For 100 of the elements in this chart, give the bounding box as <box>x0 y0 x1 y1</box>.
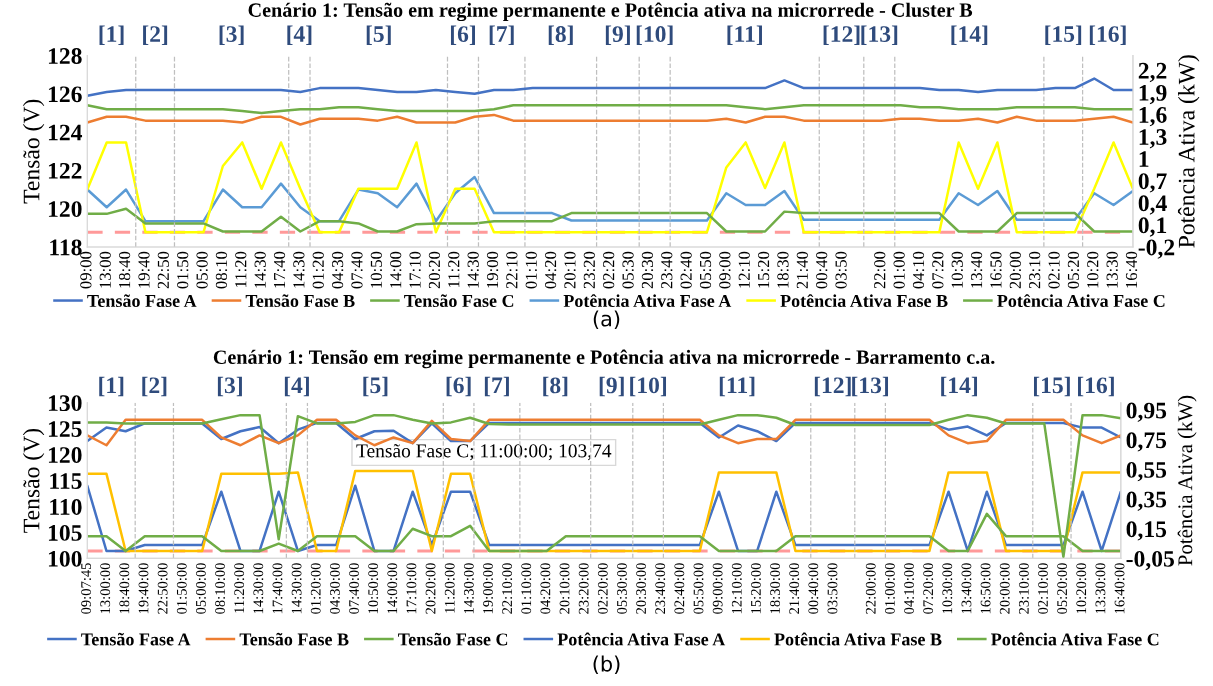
text: [7] <box>484 376 509 397</box>
x-tick-label: 18:30 <box>777 251 789 288</box>
y-tick-label: 105 <box>48 524 82 541</box>
y2-tick-label: 0,1 <box>1138 217 1167 237</box>
x-tick-label: 14:30:00 <box>463 563 474 614</box>
text: [4] <box>287 25 312 45</box>
x-tick-label: 22:10 <box>506 251 518 289</box>
text: [5] <box>366 25 391 45</box>
x-tick-label: 19:00 <box>486 251 499 288</box>
y-axis-title: Tensão (V) <box>22 99 45 204</box>
x-tick-label: 20:00:00 <box>999 563 1010 614</box>
y-tick-label: 122 <box>48 162 82 179</box>
text: [15] <box>1034 376 1070 397</box>
x-tick-label: 04:30 <box>331 251 344 289</box>
y-axis-title: Tensão (V) <box>22 428 45 533</box>
y-tick-label: 120 <box>48 201 82 218</box>
x-tick-label: 09:07:45 <box>81 563 92 614</box>
x-tick-label: 04:20 <box>544 251 557 289</box>
x-tick-label: 01:00:00 <box>884 563 895 614</box>
x-tick-label: 05:20 <box>1067 251 1080 289</box>
y-tick-label: 115 <box>50 473 82 489</box>
x-tick-label: 22:00 <box>874 251 886 289</box>
x-tick-label: 07:20 <box>932 251 944 289</box>
x-tick-label: 01:50:00 <box>176 563 187 614</box>
text: [13] <box>861 25 898 45</box>
y2-tick-label: 0,15 <box>1126 521 1167 541</box>
x-tick-label: 01:20 <box>312 251 324 289</box>
x-tick-label: 01:00 <box>893 251 905 289</box>
x-tick-label: 21:40 <box>796 251 809 289</box>
x-tick-label: 11:20 <box>448 251 460 287</box>
text: [12] <box>814 376 851 397</box>
y2-tick-label: 1 <box>1139 151 1149 167</box>
x-tick-label: 10:20:00 <box>1076 563 1087 614</box>
line-series <box>87 207 1133 233</box>
x-tick-label: 05:20:00 <box>1057 563 1068 614</box>
y-tick-label: 110 <box>50 498 82 515</box>
x-tick-label: 20:30 <box>641 251 654 289</box>
x-tick-label: 02:20 <box>603 251 615 289</box>
y-tick-label: 100 <box>48 550 82 567</box>
x-tick-label: 15:20:00 <box>750 563 761 614</box>
text: [5] <box>363 376 388 397</box>
x-tick-label: 17:40 <box>273 251 286 288</box>
x-tick-label: 18:30:00 <box>770 563 781 614</box>
x-tick-label: 12:10:00 <box>731 563 742 614</box>
text: [1] <box>99 25 124 45</box>
x-tick-label: 20:20 <box>428 251 441 289</box>
legend-label: Tensão Fase A <box>87 294 197 308</box>
x-tick-label: 14:30 <box>467 251 479 288</box>
legend-label: Potência Ativa Fase C <box>991 632 1159 646</box>
x-tick-label: 04:10:00 <box>904 563 914 614</box>
x-tick-label: 07:40:00 <box>349 563 359 614</box>
x-tick-label: 05:50:00 <box>693 563 704 614</box>
x-tick-label: 18:40:00 <box>119 563 130 614</box>
x-tick-label: 09:00 <box>719 251 731 289</box>
x-tick-label: 02:40:00 <box>674 563 685 614</box>
x-tick-label: 11:20 <box>235 251 247 287</box>
y2-tick-label: 0,95 <box>1126 402 1167 422</box>
line-series <box>87 77 1133 98</box>
legend-label: Tensão Fase B <box>245 294 355 308</box>
chart-title: Cenário 1: Tensão em regime permanente e Potência ativa na microrrede - Barramento c.a. <box>213 349 995 369</box>
x-tick-label: 01:20:00 <box>310 563 321 614</box>
legend-label: Potência Ativa Fase A <box>557 632 726 646</box>
text: [7] <box>489 25 514 45</box>
text: [11] <box>727 25 762 45</box>
y2-tick-label: 1,3 <box>1139 129 1167 149</box>
legend-label: Tensão Fase C <box>398 632 508 646</box>
x-tick-label: 23:10 <box>1029 251 1041 289</box>
x-tick-label: 23:10:00 <box>1018 563 1029 614</box>
x-tick-label: 22:50:00 <box>157 563 168 614</box>
text: [14] <box>951 25 988 45</box>
x-tick-label: 19:40 <box>138 251 150 288</box>
x-tick-label: 02:20:00 <box>597 563 608 614</box>
text: [3] <box>219 25 244 45</box>
text: [4] <box>284 376 309 397</box>
text: [11] <box>719 376 755 397</box>
x-tick-label: 14:30 <box>293 251 305 288</box>
x-tick-label: 18:40 <box>118 251 131 288</box>
x-tick-label: 13:00 <box>99 251 111 288</box>
y-tick-label: 126 <box>48 86 82 103</box>
x-tick-label: 09:00 <box>80 251 92 289</box>
x-tick-label: 20:10:00 <box>559 563 570 614</box>
x-tick-label: 14:00:00 <box>387 563 398 614</box>
x-tick-label: 05:30 <box>622 251 634 289</box>
x-tick-label: 10:50:00 <box>368 563 379 614</box>
legend-label: Potência Ativa Fase C <box>997 294 1165 308</box>
x-tick-label: 23:20:00 <box>578 563 589 614</box>
y2-tick-label: 0,55 <box>1126 461 1167 482</box>
x-tick-label: 03:50 <box>835 251 847 289</box>
text: [10] <box>636 25 673 45</box>
x-tick-label: 01:50 <box>177 251 189 289</box>
x-tick-label: 16:40:00 <box>1114 563 1125 614</box>
x-tick-label: 14:30:00 <box>253 563 264 614</box>
y2-tick-label: 0,7 <box>1138 173 1167 193</box>
legend-label: Potência Ativa Fase A <box>563 294 732 308</box>
x-tick-label: 08:10:00 <box>215 563 226 614</box>
x-tick-label: 11:20:00 <box>444 563 455 613</box>
text: [16] <box>1078 376 1114 397</box>
x-tick-label: 10:30:00 <box>942 563 953 614</box>
x-tick-label: 14:30:00 <box>291 563 302 614</box>
x-tick-label: 03:50:00 <box>827 563 838 614</box>
